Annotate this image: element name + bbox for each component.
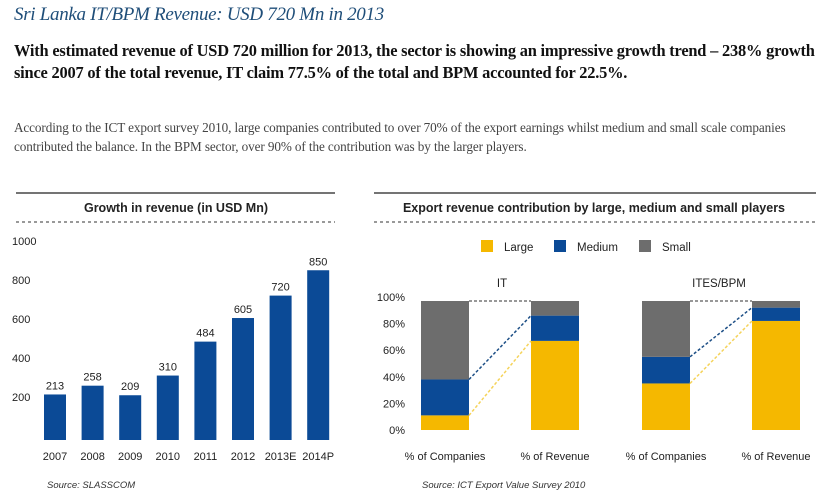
y-tick-label: 800 <box>12 275 30 287</box>
x-tick-label: 2013E <box>265 451 297 463</box>
bar <box>232 318 254 440</box>
legend-swatch-small <box>639 240 651 252</box>
stacked-segment-medium <box>421 379 469 416</box>
legend-label: Small <box>662 242 691 254</box>
x-tick-label: % of Companies <box>405 451 486 463</box>
body-paragraph: According to the ICT export survey 2010,… <box>14 120 786 154</box>
panel-title: ITES/BPM <box>692 278 746 290</box>
y-tick-label: 80% <box>383 319 405 331</box>
x-tick-label: 2007 <box>43 451 67 463</box>
connector-line <box>689 320 753 384</box>
x-tick-label: 2010 <box>156 451 180 463</box>
stacked-segment-medium <box>642 356 690 384</box>
y-tick-label: 0% <box>389 425 405 437</box>
stacked-segment-small <box>752 300 800 308</box>
data-label: 213 <box>46 380 64 392</box>
x-tick-label: 2012 <box>231 451 255 463</box>
bar <box>156 375 179 440</box>
data-label: 484 <box>196 328 214 340</box>
source-note: Source: SLASSCOM <box>47 480 135 491</box>
source-note: Source: ICT Export Value Survey 2010 <box>422 480 586 491</box>
stacked-segment-large <box>752 320 800 430</box>
y-tick-label: 40% <box>383 372 405 384</box>
lead-paragraph: With estimated revenue of USD 720 millio… <box>14 41 815 82</box>
bar <box>119 395 142 440</box>
stacked-segment-small <box>531 300 579 316</box>
legend-label: Medium <box>577 242 618 254</box>
stacked-segment-small <box>421 300 469 380</box>
x-tick-label: % of Companies <box>626 451 707 463</box>
data-label: 310 <box>159 362 177 374</box>
legend-swatch-large <box>481 240 493 252</box>
connector-line <box>468 315 532 380</box>
x-tick-label: 2011 <box>194 451 218 463</box>
stacked-segment-large <box>531 340 579 430</box>
data-label: 209 <box>121 381 139 393</box>
bar <box>81 385 104 440</box>
y-tick-label: 60% <box>383 345 405 357</box>
x-tick-label: % of Revenue <box>520 451 589 463</box>
stacked-segment-large <box>642 383 690 430</box>
y-tick-label: 400 <box>12 353 30 365</box>
x-tick-label: 2009 <box>118 451 142 463</box>
y-tick-label: 200 <box>12 392 30 404</box>
chart-title: Export revenue contribution by large, me… <box>403 201 785 215</box>
bar <box>194 341 217 440</box>
data-label: 720 <box>271 282 289 294</box>
panel-title: IT <box>497 278 507 290</box>
data-label: 258 <box>83 372 101 384</box>
x-tick-label: 2014P <box>302 451 334 463</box>
legend-label: Large <box>504 242 533 254</box>
chart-title: Growth in revenue (in USD Mn) <box>84 201 268 215</box>
page-title: Sri Lanka IT/BPM Revenue: USD 720 Mn in … <box>14 4 384 25</box>
data-label: 850 <box>309 256 327 268</box>
y-tick-label: 100% <box>377 292 405 304</box>
x-tick-label: 2008 <box>80 451 104 463</box>
connector-line <box>689 307 753 358</box>
y-tick-label: 600 <box>12 314 30 326</box>
bar <box>44 394 66 440</box>
stacked-segment-large <box>421 415 469 430</box>
connector-line <box>468 340 532 416</box>
legend-swatch-medium <box>554 240 566 252</box>
data-label: 605 <box>234 304 252 316</box>
y-tick-label: 1000 <box>12 236 36 248</box>
stacked-segment-medium <box>752 307 800 321</box>
x-tick-label: % of Revenue <box>741 451 810 463</box>
bar <box>307 270 330 440</box>
bar <box>269 295 292 440</box>
stacked-segment-medium <box>531 315 579 341</box>
y-tick-label: 20% <box>383 398 405 410</box>
stacked-segment-small <box>642 300 690 357</box>
